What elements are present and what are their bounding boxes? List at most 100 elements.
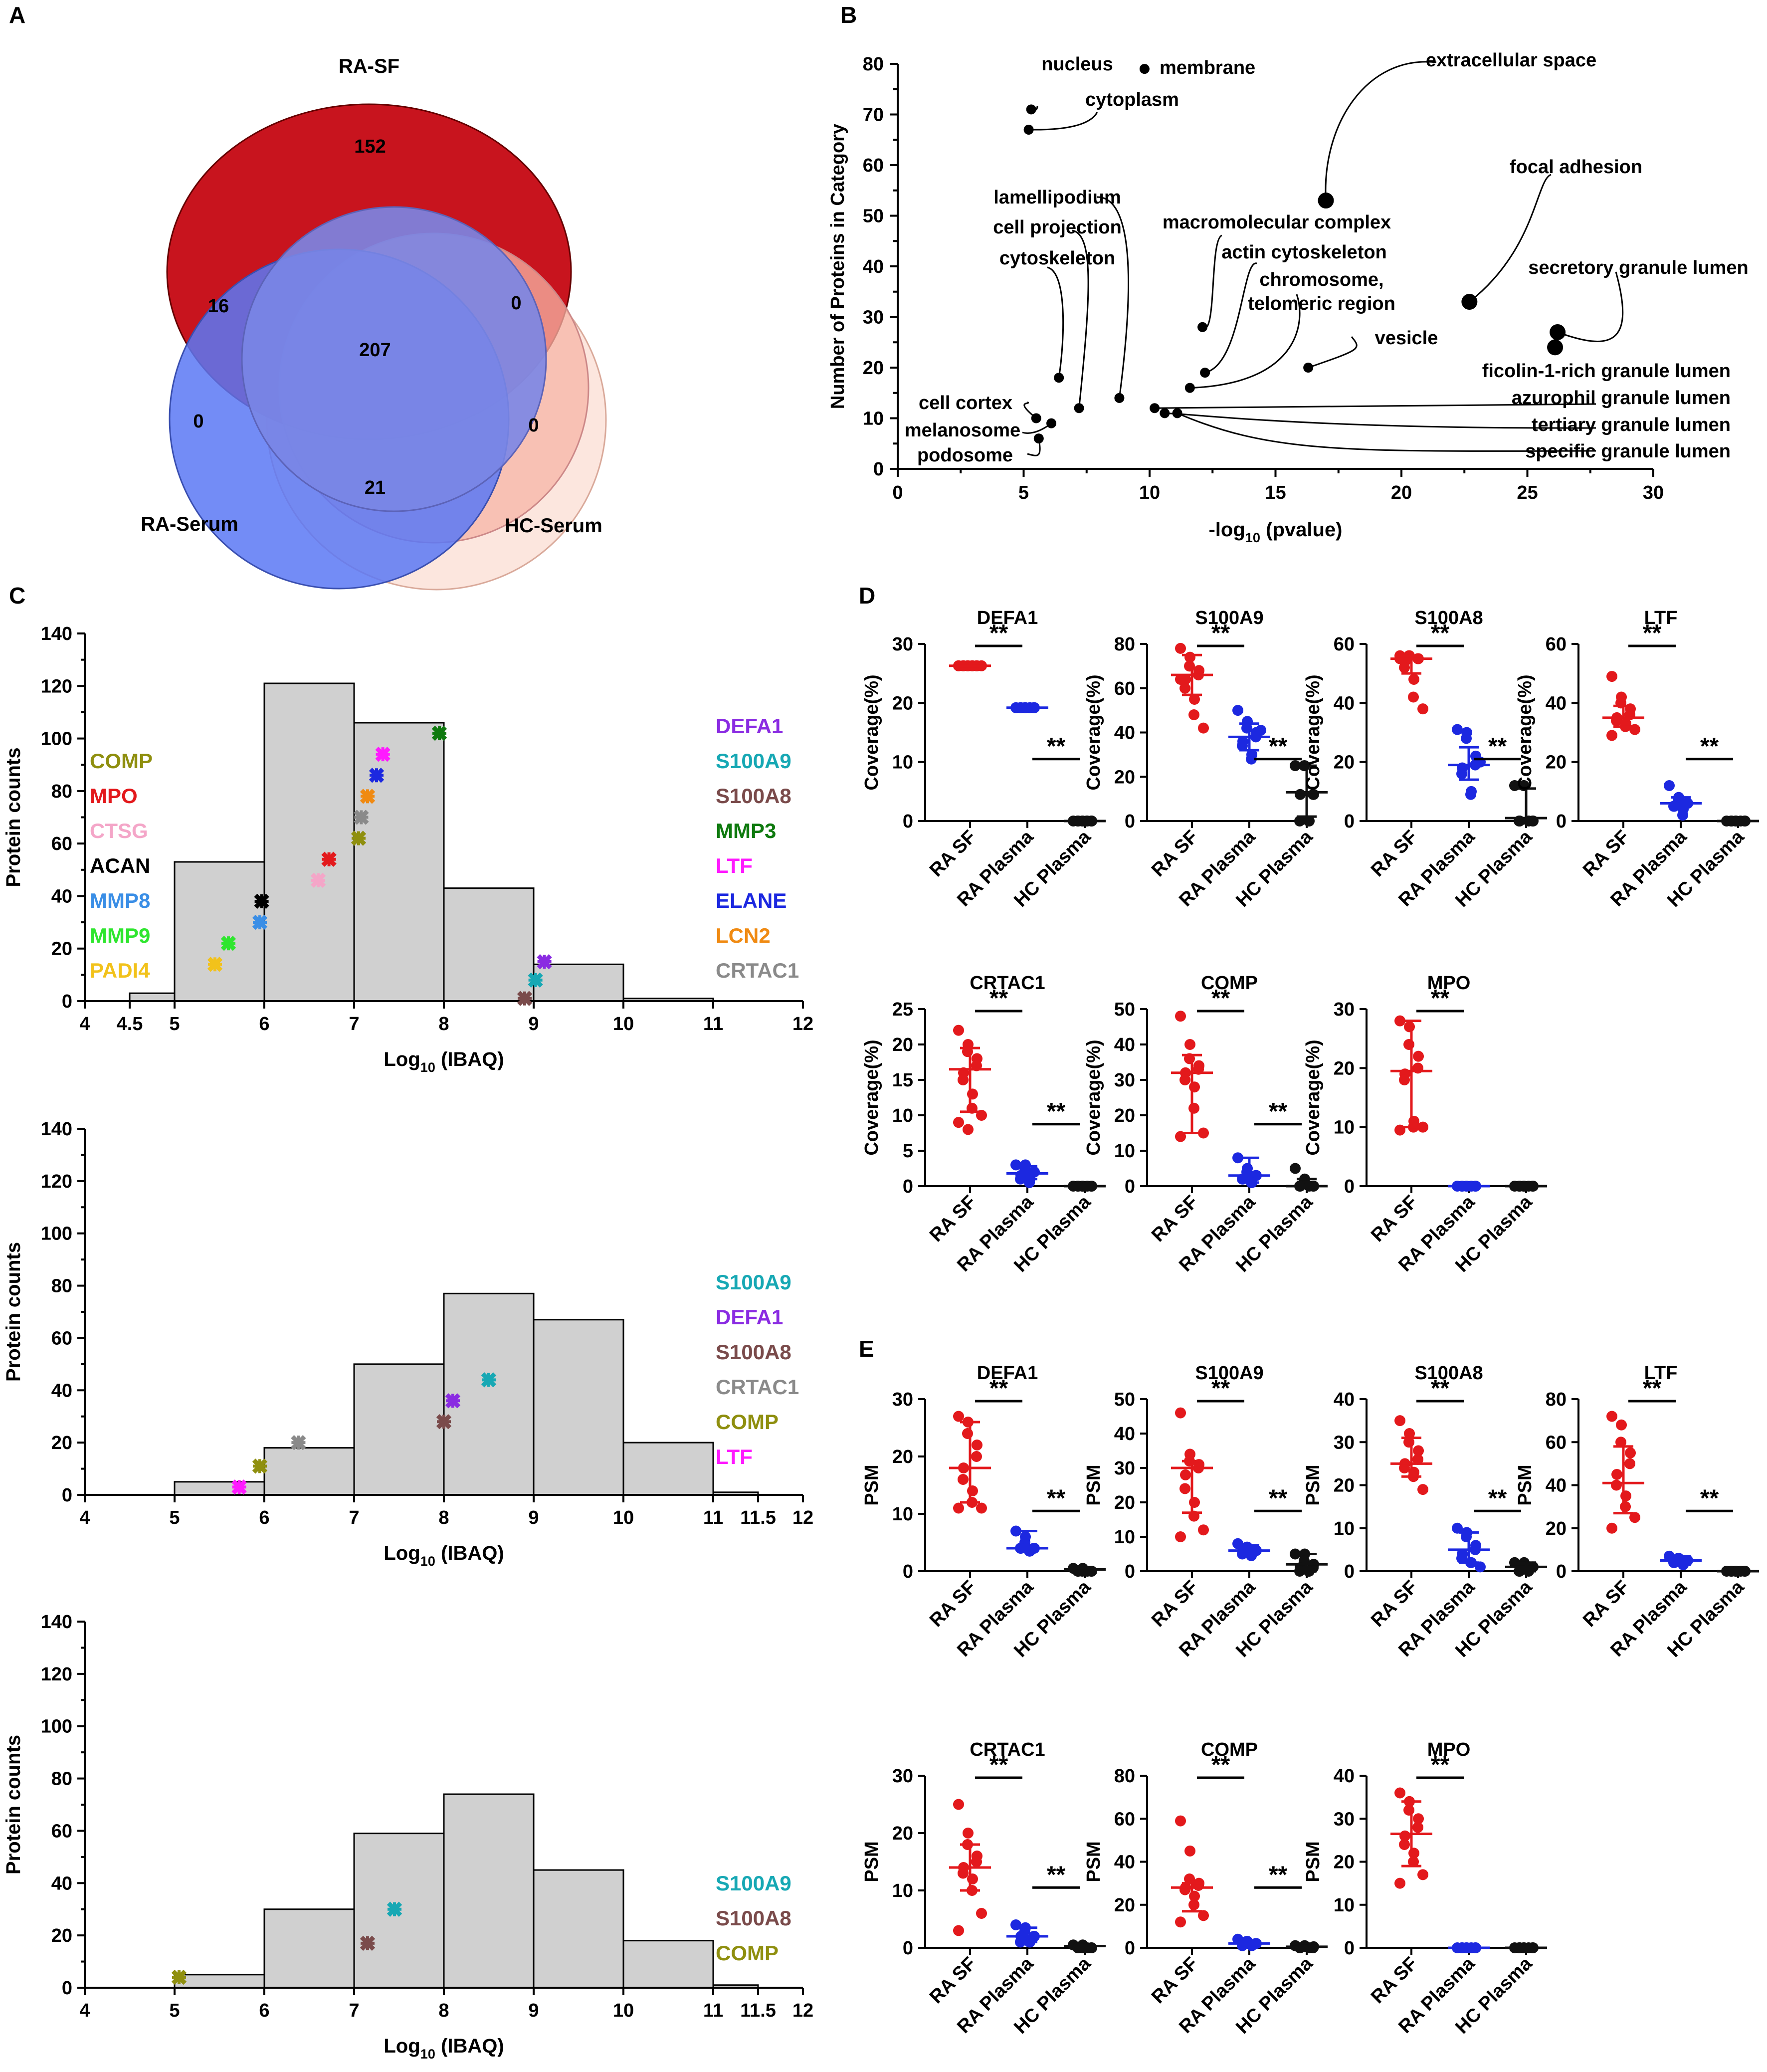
x-tick-label: 4: [79, 1014, 90, 1035]
point-label: lamellipodium: [993, 187, 1121, 208]
venn-region-count: 21: [365, 477, 386, 498]
point-label: nucleus: [1041, 54, 1113, 75]
data-point: [958, 1474, 969, 1485]
y-axis-title: Protein counts: [2, 747, 24, 887]
data-point: [1290, 1548, 1301, 1560]
data-point: [953, 1025, 964, 1036]
data-point: [1465, 789, 1476, 800]
x-axis-title-sub: 10: [1245, 530, 1260, 545]
y-tick-label: 10: [892, 1504, 913, 1525]
venn-region-count: 0: [193, 411, 203, 432]
histogram-bar: [353, 722, 445, 1002]
data-point: [967, 1088, 978, 1100]
y-axis-title: Protein counts: [2, 1735, 24, 1874]
data-point: [1188, 1899, 1199, 1910]
y-axis-title: Protein counts: [2, 1242, 24, 1382]
x-tick-label: 11: [703, 2000, 723, 2021]
y-tick-label: 80: [51, 781, 72, 802]
y-axis-title: Coverage(%): [1083, 674, 1104, 790]
data-point: [1664, 780, 1675, 791]
data-point: [1237, 740, 1248, 752]
data-point: [972, 1440, 982, 1450]
y-tick-label: 0: [62, 1485, 72, 1506]
data-point: [1606, 730, 1617, 741]
data-point: [1620, 1490, 1631, 1502]
y-tick-label: 80: [1114, 1766, 1135, 1787]
data-point: [1074, 403, 1084, 414]
point-label: cytoskeleton: [999, 248, 1115, 269]
significance-stars: **: [1431, 985, 1450, 1012]
y-tick-label: 30: [1334, 999, 1355, 1020]
data-point: [1188, 709, 1199, 720]
data-point: [1461, 733, 1472, 744]
legend-entry: ELANE: [716, 889, 786, 912]
x-axis-title: Log10 (IBAQ): [384, 1542, 504, 1569]
significance-stars: **: [989, 1375, 1008, 1402]
x-axis-title-tail: (pvalue): [1260, 519, 1342, 541]
subplot-title: CRTAC1: [970, 973, 1045, 994]
y-tick-label: 0: [1125, 811, 1135, 832]
leader-line: [1325, 61, 1437, 201]
significance-stars: **: [1700, 733, 1719, 760]
data-point: [1179, 1074, 1190, 1085]
y-tick-label: 40: [863, 256, 884, 277]
legend-entry: S100A9: [716, 1871, 791, 1895]
significance-stars: **: [1431, 1752, 1450, 1778]
data-point: [953, 1799, 964, 1810]
y-tick-label: 40: [1546, 693, 1567, 714]
legend-entry: CRTAC1: [716, 959, 799, 982]
y-tick-label: 20: [1114, 1105, 1135, 1126]
protein-marker: [369, 768, 385, 783]
significance-stars: **: [1211, 985, 1230, 1012]
significance-stars: **: [1431, 1375, 1450, 1402]
significance-stars: **: [1431, 620, 1450, 646]
y-tick-label: 40: [1114, 1424, 1135, 1445]
y-tick-label: 40: [51, 1873, 72, 1894]
data-point: [1198, 1910, 1209, 1921]
x-axis-title: -log10 (pvalue): [1208, 519, 1342, 545]
x-tick-label: 8: [438, 1507, 449, 1528]
category-label: RA SF: [926, 827, 980, 881]
y-tick-label: 60: [1546, 1432, 1567, 1453]
y-tick-label: 100: [41, 1224, 72, 1244]
y-tick-label: 30: [1334, 1432, 1355, 1453]
protein-marker: [351, 830, 367, 846]
y-tick-label: 80: [51, 1276, 72, 1297]
data-point: [1054, 373, 1064, 383]
y-tick-label: 70: [863, 105, 884, 126]
legend-entry: LTF: [716, 854, 753, 877]
panel-letter-b: B: [840, 2, 857, 28]
y-axis-title: PSM: [1303, 1464, 1324, 1505]
protein-marker: [321, 851, 337, 867]
data-point: [1175, 674, 1186, 685]
legend-entry: S100A9: [716, 1270, 791, 1294]
data-point: [1394, 1877, 1405, 1889]
significance-stars: **: [1269, 1862, 1288, 1888]
x-tick-label: 5: [169, 2000, 180, 2021]
x-tick-label: 9: [528, 1507, 539, 1528]
y-tick-label: 20: [892, 1447, 913, 1467]
y-tick-label: 0: [1556, 811, 1567, 832]
leader-line: [1023, 401, 1037, 419]
subplot-title: LTF: [1644, 608, 1678, 628]
leader-line: [1072, 229, 1089, 409]
leader-line: [1097, 196, 1130, 399]
data-point: [1475, 1561, 1486, 1573]
x-tick-label: 11: [703, 1507, 723, 1528]
y-tick-label: 0: [903, 811, 913, 832]
data-point: [1668, 1557, 1679, 1568]
data-point: [1179, 682, 1190, 694]
panel-letter-c: C: [9, 583, 25, 609]
category-label: RA SF: [1367, 1577, 1421, 1631]
data-point: [967, 1485, 978, 1496]
x-axis-title-tail: (IBAQ): [435, 2035, 504, 2057]
data-point: [1046, 418, 1057, 428]
data-point: [1033, 433, 1044, 444]
leader-line: [1165, 412, 1596, 429]
y-axis-title: Number of Proteins in Category: [827, 124, 848, 409]
y-tick-label: 40: [1334, 1766, 1355, 1787]
significance-stars: **: [1269, 733, 1288, 760]
